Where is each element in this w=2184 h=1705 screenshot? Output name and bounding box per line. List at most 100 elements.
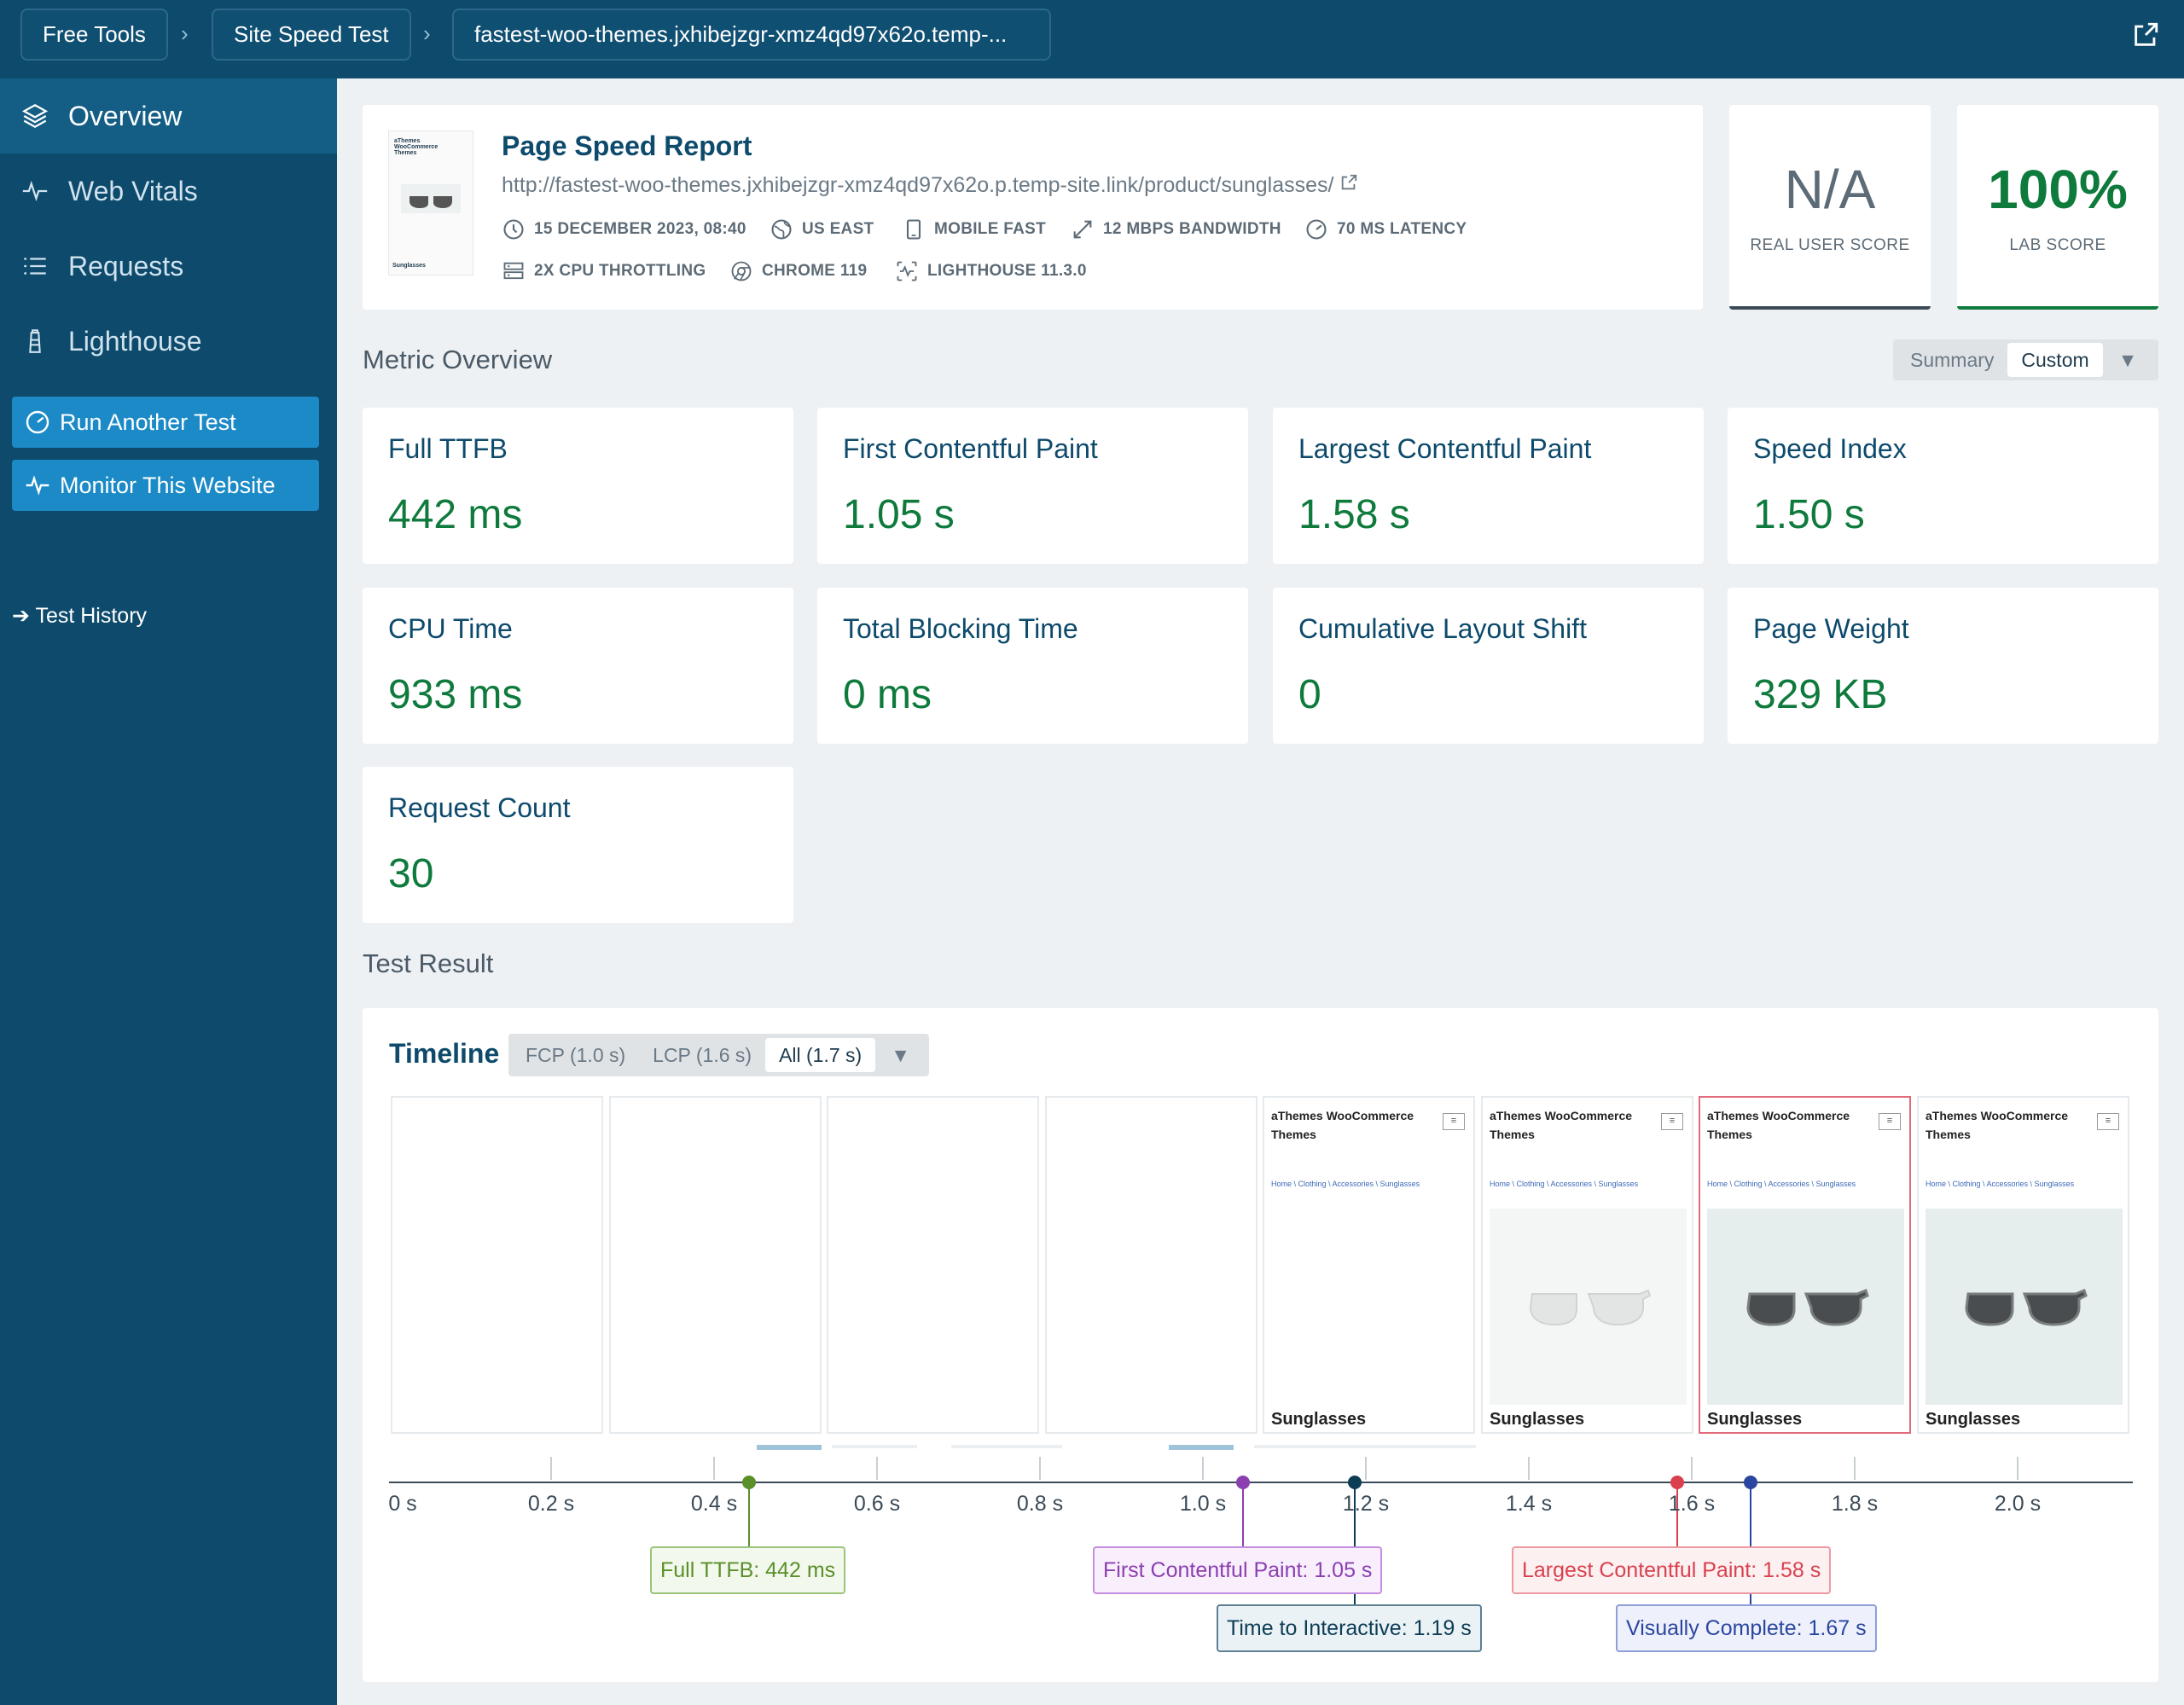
sidebar-item-label: Requests	[68, 250, 184, 281]
timeline-range-tabs[interactable]: FCP (1.0 s) LCP (1.6 s) All (1.7 s) ▼	[508, 1034, 929, 1076]
request-bar	[832, 1445, 917, 1448]
request-bar	[1254, 1445, 1476, 1448]
breadcrumb-current-page[interactable]: fastest-woo-themes.jxhibejzgr-xmz4qd97x6…	[452, 9, 1051, 61]
fcp-marker	[1236, 1476, 1250, 1489]
run-another-test-button[interactable]: Run Another Test	[12, 397, 319, 448]
frame-title: aThemes WooCommerce Themes	[1707, 1109, 1850, 1141]
test-history-link[interactable]: ➔ Test History	[12, 603, 147, 629]
frame-product-name: Sunglasses	[1926, 1410, 2021, 1429]
lab-score-value: 100%	[1988, 159, 2128, 220]
external-link-icon[interactable]	[1339, 173, 1358, 192]
lcp-marker	[1670, 1476, 1684, 1489]
metric-card-cls[interactable]: Cumulative Layout Shift 0	[1273, 588, 1704, 744]
meta-lighthouse-text: LIGHTHOUSE 11.3.0	[927, 262, 1087, 280]
metric-label: Cumulative Layout Shift	[1298, 613, 1587, 644]
layers-icon	[19, 100, 51, 132]
pulse-icon	[24, 472, 51, 499]
frame-breadcrumb: Home \ Clothing \ Accessories \ Sunglass…	[1926, 1180, 2075, 1188]
breadcrumb-site-speed-test[interactable]: Site Speed Test	[212, 9, 411, 61]
meta-bandwidth-text: 12 MBPS BANDWIDTH	[1103, 220, 1281, 238]
metric-label: Page Weight	[1753, 613, 1909, 644]
tick-label: 0.8 s	[1016, 1492, 1064, 1516]
tab-all[interactable]: All (1.7 s)	[765, 1038, 876, 1072]
filmstrip-frame[interactable]: aThemes WooCommerce Themes ≡ Home \ Clot…	[1917, 1096, 2129, 1434]
monitor-website-button[interactable]: Monitor This Website	[12, 460, 319, 511]
top-bar: Free Tools › Site Speed Test › fastest-w…	[0, 0, 2184, 78]
meta-bandwidth: 12 MBPS BANDWIDTH	[1071, 217, 1281, 241]
toggle-custom[interactable]: Custom	[2007, 343, 2103, 377]
frame-breadcrumb: Home \ Clothing \ Accessories \ Sunglass…	[1490, 1180, 1639, 1188]
sidebar-item-overview[interactable]: Overview	[0, 78, 337, 154]
real-user-score-value: N/A	[1784, 159, 1876, 220]
ttfb-marker	[742, 1476, 756, 1489]
real-user-score-label: REAL USER SCORE	[1750, 236, 1910, 254]
report-url-text: http://fastest-woo-themes.jxhibejzgr-xmz…	[502, 173, 1334, 197]
tick-label: 1.8 s	[1831, 1492, 1879, 1516]
filmstrip-frame[interactable]: aThemes WooCommerce Themes ≡ Home \ Clot…	[1481, 1096, 1693, 1434]
frame-breadcrumb: Home \ Clothing \ Accessories \ Sunglass…	[1271, 1180, 1420, 1188]
chevron-down-icon[interactable]: ▼	[891, 1044, 910, 1066]
menu-icon: ≡	[1879, 1113, 1901, 1130]
metric-label: Largest Contentful Paint	[1298, 433, 1592, 464]
metric-card-request-count[interactable]: Request Count 30	[363, 767, 793, 923]
menu-icon: ≡	[2097, 1113, 2119, 1130]
external-link-icon[interactable]	[2131, 20, 2160, 49]
request-bar	[757, 1445, 822, 1450]
sidebar: Overview Web Vitals Requests Lighthouse …	[0, 78, 337, 1705]
test-history-label: Test History	[35, 604, 148, 628]
sidebar-item-requests[interactable]: Requests	[0, 229, 337, 304]
filmstrip-frame-blank[interactable]	[827, 1096, 1039, 1434]
report-url[interactable]: http://fastest-woo-themes.jxhibejzgr-xmz…	[502, 173, 1358, 198]
metric-card-fcp[interactable]: First Contentful Paint 1.05 s	[817, 408, 1248, 564]
tab-lcp[interactable]: LCP (1.6 s)	[653, 1044, 752, 1066]
page-thumbnail: aThemes WooCommerce Themes Sunglasses	[388, 130, 473, 275]
tick-label: 0.2 s	[527, 1492, 575, 1516]
frame-title: aThemes WooCommerce Themes	[1490, 1109, 1633, 1141]
metric-value: 329 KB	[1753, 672, 1888, 717]
lab-score-label: LAB SCORE	[2009, 236, 2106, 254]
page-title: Page Speed Report	[502, 130, 752, 161]
filmstrip-frame-blank[interactable]	[1045, 1096, 1258, 1434]
lighthouse-icon	[19, 325, 51, 357]
metric-value: 1.58 s	[1298, 492, 1410, 537]
sidebar-item-lighthouse[interactable]: Lighthouse	[0, 304, 337, 379]
summary-custom-toggle[interactable]: Summary Custom ▼	[1893, 339, 2158, 380]
sidebar-item-label: Overview	[68, 100, 183, 131]
sunglasses-image	[1926, 1209, 2123, 1405]
list-icon	[19, 250, 51, 282]
metric-label: Request Count	[388, 792, 571, 823]
lab-score-card[interactable]: 100% LAB SCORE	[1957, 105, 2158, 310]
lcp-event-label: Largest Contentful Paint: 1.58 s	[1512, 1546, 1832, 1594]
menu-icon: ≡	[1661, 1113, 1683, 1130]
metric-value: 0	[1298, 672, 1321, 717]
sidebar-item-web-vitals[interactable]: Web Vitals	[0, 154, 337, 229]
tab-fcp[interactable]: FCP (1.0 s)	[526, 1044, 626, 1066]
metric-card-page-weight[interactable]: Page Weight 329 KB	[1728, 588, 2158, 744]
vc-marker	[1744, 1476, 1757, 1489]
metric-card-cpu-time[interactable]: CPU Time 933 ms	[363, 588, 793, 744]
metric-label: CPU Time	[388, 613, 513, 644]
chevron-down-icon[interactable]: ▼	[2117, 349, 2138, 371]
metric-card-ttfb[interactable]: Full TTFB 442 ms	[363, 408, 793, 564]
gauge-icon	[1306, 219, 1327, 240]
sidebar-item-label: Web Vitals	[68, 175, 198, 206]
toggle-summary[interactable]: Summary	[1910, 349, 1995, 371]
metric-card-speed-index[interactable]: Speed Index 1.50 s	[1728, 408, 2158, 564]
timeline-title: Timeline	[389, 1038, 500, 1069]
thumbnail-product: Sunglasses	[392, 263, 426, 269]
filmstrip-frame[interactable]: aThemes WooCommerce Themes ≡ Home \ Clot…	[1263, 1096, 1475, 1434]
filmstrip-frame-blank[interactable]	[609, 1096, 822, 1434]
metric-card-lcp[interactable]: Largest Contentful Paint 1.58 s	[1273, 408, 1704, 564]
frame-product-name: Sunglasses	[1707, 1410, 1803, 1429]
meta-location: US EAST	[770, 217, 874, 241]
frame-title: aThemes WooCommerce Themes	[1926, 1109, 2069, 1141]
real-user-score-card[interactable]: N/A REAL USER SCORE	[1729, 105, 1931, 310]
metric-card-tbt[interactable]: Total Blocking Time 0 ms	[817, 588, 1248, 744]
metric-value: 30	[388, 851, 434, 896]
filmstrip-frame-lcp[interactable]: aThemes WooCommerce Themes ≡ Home \ Clot…	[1699, 1096, 1911, 1434]
breadcrumb-free-tools[interactable]: Free Tools	[20, 9, 168, 61]
filmstrip-frame-blank[interactable]	[391, 1096, 603, 1434]
pulse-icon	[19, 175, 51, 207]
metric-value: 933 ms	[388, 672, 523, 717]
